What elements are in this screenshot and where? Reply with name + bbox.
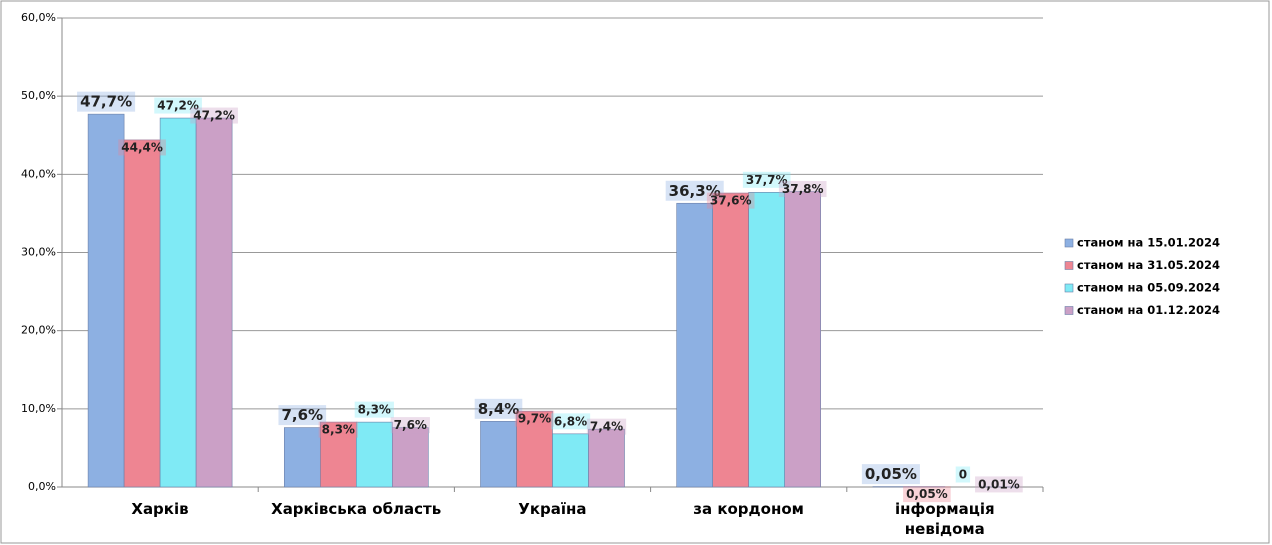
data-label: 6,8% bbox=[550, 413, 591, 430]
data-label-bg bbox=[975, 476, 1023, 493]
data-label-bg bbox=[706, 192, 755, 209]
legend-label: станом на 15.01.2024 bbox=[1077, 236, 1220, 250]
data-label-bg bbox=[586, 418, 627, 435]
data-label-bg bbox=[742, 171, 791, 188]
bar bbox=[283, 427, 321, 488]
data-label-text: 0,05% bbox=[906, 487, 948, 501]
data-label: 0,05% bbox=[903, 486, 951, 503]
data-label-bg bbox=[278, 405, 327, 426]
data-label-text: 44,4% bbox=[121, 140, 163, 154]
data-label-text: 37,7% bbox=[746, 173, 788, 187]
x-tick-label: за кордоном bbox=[693, 500, 804, 518]
data-label: 7,6% bbox=[390, 417, 430, 434]
data-label: 7,6% bbox=[278, 405, 327, 426]
data-label-text: 0 bbox=[959, 468, 967, 482]
data-label: 47,2% bbox=[154, 97, 202, 114]
y-tick-label: 0,0% bbox=[28, 480, 56, 493]
x-tick-label: інформація невідома bbox=[894, 500, 995, 538]
data-label-text: 8,4% bbox=[478, 400, 520, 418]
legend-swatch bbox=[1064, 283, 1074, 293]
y-tick-label: 30,0% bbox=[21, 246, 56, 259]
data-label-text: 37,6% bbox=[710, 194, 752, 208]
legend-label: станом на 05.09.2024 bbox=[1077, 281, 1220, 295]
bar bbox=[784, 191, 822, 488]
data-label-text: 47,2% bbox=[157, 99, 199, 113]
data-label-bg bbox=[903, 486, 951, 503]
data-label-bg bbox=[154, 97, 202, 114]
data-label: 36,3% bbox=[665, 180, 724, 201]
bar bbox=[712, 192, 750, 488]
data-label-text: 47,7% bbox=[80, 93, 132, 111]
data-label-text: 7,6% bbox=[394, 418, 427, 432]
data-label-bg bbox=[665, 180, 724, 201]
bar bbox=[676, 202, 714, 488]
data-label: 0,05% bbox=[861, 464, 920, 485]
data-label: 7,4% bbox=[586, 418, 627, 435]
data-label-text: 6,8% bbox=[554, 414, 587, 428]
y-tick-label: 40,0% bbox=[21, 167, 56, 180]
y-tick-label: 20,0% bbox=[21, 324, 56, 337]
data-label-bg bbox=[955, 466, 971, 483]
data-label-bg bbox=[861, 464, 920, 485]
data-label-text: 8,3% bbox=[358, 403, 391, 417]
bar bbox=[195, 117, 233, 488]
x-tick-label: Україна bbox=[518, 500, 587, 518]
data-label-text: 8,3% bbox=[322, 423, 355, 437]
data-label: 0 bbox=[955, 466, 971, 483]
data-label: 9,7% bbox=[514, 410, 555, 427]
data-label-text: 37,8% bbox=[782, 182, 824, 196]
bar bbox=[87, 113, 125, 488]
data-label: 37,6% bbox=[706, 192, 755, 209]
data-label-text: 0,05% bbox=[865, 465, 917, 483]
bar bbox=[588, 428, 625, 488]
data-label: 47,7% bbox=[77, 91, 136, 112]
x-tick-label: Харківська область bbox=[271, 500, 442, 518]
legend-swatch bbox=[1064, 261, 1074, 270]
data-label: 0,01% bbox=[975, 476, 1023, 493]
legend-label: станом на 01.12.2024 bbox=[1077, 303, 1220, 317]
bar bbox=[355, 421, 393, 488]
y-tick-label: 50,0% bbox=[21, 89, 56, 102]
data-label-bg bbox=[118, 139, 166, 156]
y-tick-label: 60,0% bbox=[21, 11, 56, 24]
data-label: 8,3% bbox=[354, 401, 394, 418]
data-label-text: 7,4% bbox=[590, 420, 623, 434]
data-label: 8,4% bbox=[474, 398, 523, 419]
data-label-bg bbox=[550, 413, 591, 430]
data-label-bg bbox=[77, 91, 136, 112]
legend-swatch bbox=[1064, 238, 1074, 248]
bar bbox=[552, 433, 589, 488]
data-label-text: 9,7% bbox=[518, 412, 551, 426]
data-label: 37,7% bbox=[742, 171, 791, 188]
x-tick-label: Харків bbox=[131, 500, 189, 518]
bar bbox=[159, 117, 197, 488]
legend-swatch bbox=[1064, 306, 1074, 315]
data-label-bg bbox=[390, 417, 430, 434]
data-label-bg bbox=[354, 401, 394, 418]
bar bbox=[123, 139, 161, 488]
bar bbox=[748, 192, 786, 488]
data-label-bg bbox=[778, 181, 827, 198]
data-label-bg bbox=[514, 410, 555, 427]
legend-label: станом на 31.05.2024 bbox=[1077, 258, 1220, 272]
data-label: 8,3% bbox=[318, 421, 358, 438]
data-label-bg bbox=[318, 421, 358, 438]
data-label-text: 36,3% bbox=[669, 182, 721, 200]
data-label-text: 47,2% bbox=[193, 109, 235, 123]
y-tick-label: 10,0% bbox=[21, 402, 56, 415]
data-label-text: 7,6% bbox=[281, 406, 323, 424]
data-label-bg bbox=[190, 107, 238, 124]
data-label: 37,8% bbox=[778, 181, 827, 198]
data-label: 44,4% bbox=[118, 139, 166, 156]
bar bbox=[480, 421, 517, 488]
bar bbox=[516, 410, 553, 488]
data-label-text: 0,01% bbox=[978, 477, 1020, 491]
data-label: 47,2% bbox=[190, 107, 238, 124]
data-label-bg bbox=[474, 398, 523, 419]
bar bbox=[391, 427, 429, 488]
